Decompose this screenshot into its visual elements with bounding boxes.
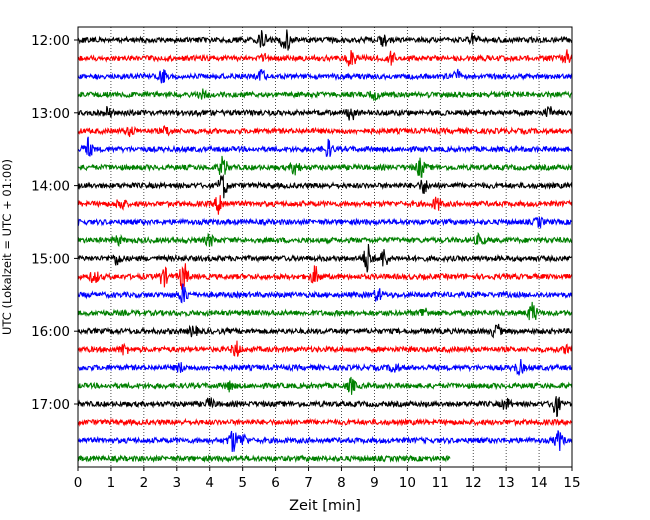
x-axis-ticks: 0 1 2 3 4 5 6 7 8 9 10 11 12 13 14 15: [74, 467, 581, 491]
trace-1200: [77, 29, 573, 51]
trace-1530: [77, 283, 573, 304]
y-tick-label-1: 13:00: [31, 106, 70, 122]
x-tick-label-6: 6: [271, 475, 280, 491]
trace-1600: [77, 323, 573, 339]
trace-1430: [77, 216, 572, 230]
x-axis-label: Zeit [min]: [289, 498, 361, 514]
trace-1215: [77, 49, 573, 67]
trace-1400: [77, 174, 573, 199]
x-tick-label-3: 3: [173, 475, 182, 491]
x-tick-label-0: 0: [74, 475, 83, 491]
trace-1315: [77, 125, 573, 138]
y-tick-label-5: 17:00: [31, 397, 70, 413]
x-tick-label-12: 12: [465, 475, 482, 491]
trace-1500: [77, 243, 573, 273]
trace-1730: [77, 430, 573, 452]
x-tick-label-1: 1: [107, 475, 116, 491]
trace-1645: [77, 376, 573, 395]
y-tick-label-2: 14:00: [31, 179, 70, 195]
x-tick-label-7: 7: [304, 475, 313, 491]
trace-1715: [77, 417, 573, 427]
y-axis-ticks: 12:00 13:00 14:00 15:00 16:00 17:00: [31, 33, 78, 413]
trace-1230: [77, 68, 573, 84]
y-tick-label-3: 15:00: [31, 251, 70, 267]
trace-1300: [77, 105, 573, 121]
trace-1700: [77, 396, 573, 418]
x-tick-label-14: 14: [530, 475, 547, 491]
trace-1245: [77, 88, 573, 102]
x-tick-label-9: 9: [370, 475, 379, 491]
trace-1545: [77, 301, 573, 321]
x-tick-label-15: 15: [563, 475, 580, 491]
x-tick-label-5: 5: [238, 475, 247, 491]
x-tick-label-11: 11: [432, 475, 449, 491]
trace-1345: [77, 155, 573, 178]
x-tick-label-8: 8: [337, 475, 346, 491]
x-tick-label-13: 13: [498, 475, 515, 491]
trace-1630: [77, 359, 573, 376]
trace-1615: [77, 340, 573, 357]
x-tick-label-2: 2: [140, 475, 149, 491]
plot-frame: [77, 26, 573, 468]
trace-1445: [77, 231, 573, 248]
trace-1330: [77, 136, 573, 157]
seismogram-traces: [77, 29, 573, 464]
y-tick-label-0: 12:00: [31, 33, 70, 49]
trace-1515: [77, 263, 573, 290]
y-tick-label-4: 16:00: [31, 324, 70, 340]
vertical-gridlines: [110, 27, 540, 467]
x-tick-label-10: 10: [399, 475, 416, 491]
trace-1745: [77, 454, 451, 464]
y-axis-label: UTC (Lokalzeit = UTC + 01:00): [0, 159, 14, 335]
trace-1415: [77, 195, 573, 215]
x-tick-label-4: 4: [205, 475, 214, 491]
